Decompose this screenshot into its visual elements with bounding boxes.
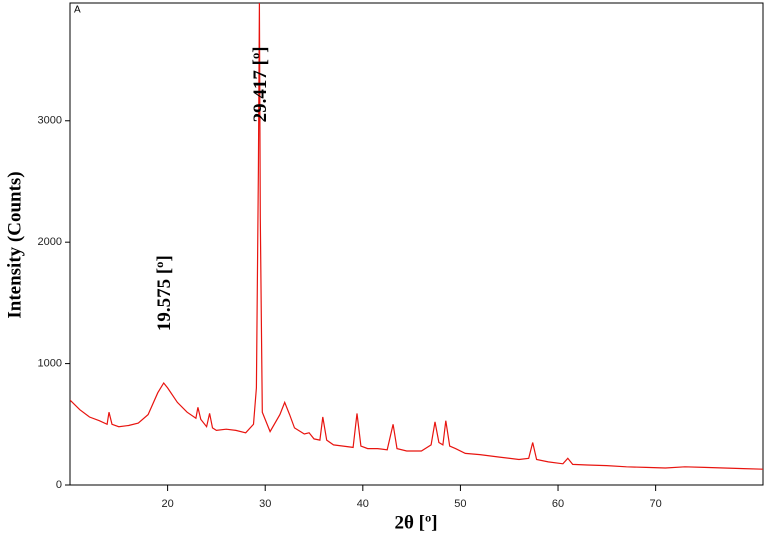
panel-label: A: [74, 5, 81, 16]
x-tick-label: 70: [650, 498, 662, 510]
plot-area: [70, 3, 763, 470]
x-axis-title: 2θ [º]: [394, 512, 437, 533]
x-tick-label: 40: [357, 498, 369, 510]
peak-annotation: 19.575 [º]: [154, 255, 175, 331]
y-tick-label: 1000: [38, 357, 62, 369]
x-tick-label: 60: [552, 498, 564, 510]
y-tick-label: 3000: [38, 115, 62, 127]
x-tick-label: 50: [454, 498, 466, 510]
peak-annotation: 29.417 [º]: [250, 46, 271, 122]
x-tick-label: 30: [259, 498, 271, 510]
x-tick-label: 20: [161, 498, 173, 510]
y-tick-label: 0: [56, 479, 62, 491]
plot-frame: [69, 2, 764, 486]
y-tick-label: 2000: [38, 236, 62, 248]
y-axis-title: Intensity (Counts): [4, 171, 25, 318]
series-line: [70, 3, 763, 470]
